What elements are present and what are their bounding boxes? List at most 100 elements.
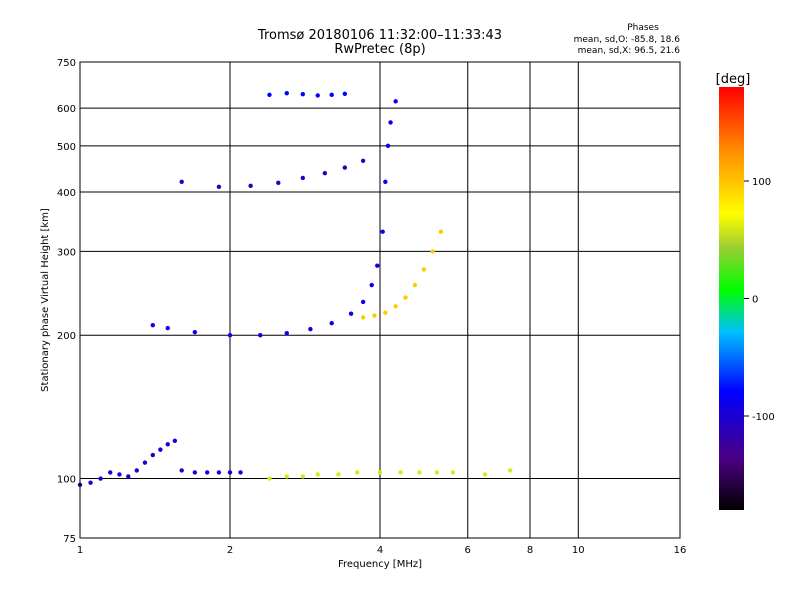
y-tick-label: 75 — [63, 534, 76, 545]
data-point — [434, 470, 439, 475]
data-point — [179, 468, 184, 473]
x-tick-label: 8 — [527, 545, 533, 556]
data-point — [267, 92, 272, 97]
y-tick-label: 300 — [57, 247, 76, 258]
colorbar — [719, 87, 744, 510]
data-point — [482, 472, 488, 477]
data-point — [192, 470, 198, 475]
data-point — [150, 322, 156, 328]
data-point — [108, 470, 113, 475]
chart-title: Tromsø 20180106 11:32:00–11:33:43 — [257, 28, 502, 43]
phases-o-stats: mean, sd,O: -85.8, 18.6 — [574, 35, 681, 45]
data-point — [372, 313, 377, 318]
data-point — [329, 320, 334, 326]
y-tick-label: 100 — [57, 475, 76, 486]
x-axis-label: Frequency [MHz] — [338, 559, 422, 570]
data-point — [204, 470, 210, 475]
data-point — [385, 143, 391, 149]
colorbar-tick-label: -100 — [752, 412, 775, 423]
colorbar-label: [deg] — [716, 72, 751, 87]
data-point — [398, 470, 403, 475]
data-point — [507, 468, 513, 473]
data-point — [329, 92, 334, 97]
data-point — [165, 442, 170, 447]
data-point — [248, 183, 253, 189]
x-tick-label: 4 — [377, 545, 383, 556]
data-point — [342, 165, 348, 170]
y-tick-label: 500 — [57, 142, 76, 153]
data-point — [216, 470, 222, 475]
data-point — [88, 480, 93, 485]
grid-lines — [80, 62, 680, 538]
data-point — [267, 476, 272, 481]
data-point — [179, 179, 184, 185]
data-point — [450, 470, 456, 475]
plot-frame — [79, 61, 681, 539]
phases-x-stats: mean, sd,X: 96.5, 21.6 — [578, 46, 681, 56]
y-tick-label: 200 — [57, 331, 76, 342]
data-point — [117, 472, 122, 477]
x-tick-label: 1 — [77, 545, 83, 556]
data-point — [403, 295, 408, 300]
data-point — [360, 299, 366, 305]
y-tick-label: 400 — [57, 188, 76, 199]
data-point — [380, 229, 385, 234]
data-point — [258, 333, 263, 338]
data-point — [227, 333, 233, 338]
data-point — [142, 460, 148, 465]
data-point — [377, 470, 383, 475]
data-point — [438, 229, 444, 234]
x-tick-label: 16 — [674, 545, 687, 556]
data-point — [336, 472, 341, 477]
data-point — [284, 474, 289, 479]
data-point — [342, 91, 348, 97]
data-point — [393, 99, 398, 104]
chart-subtitle: RwPretec (8p) — [334, 42, 425, 57]
data-points — [77, 90, 513, 488]
data-point — [227, 470, 233, 475]
x-tick-label: 10 — [572, 545, 585, 556]
data-point — [216, 184, 222, 190]
data-point — [383, 179, 388, 185]
y-axis-label: Stationary phase Virtual Height [km] — [40, 208, 51, 392]
data-point — [134, 468, 139, 473]
data-point — [421, 267, 427, 272]
data-point — [150, 452, 156, 458]
x-axis-ticks: 1 2 4 6 8 10 16 — [77, 545, 687, 556]
colorbar-tick-label: 100 — [752, 177, 771, 188]
y-axis-ticks: 75 100 200 300 400 500 600 750 — [57, 58, 76, 545]
y-tick-label: 600 — [57, 104, 76, 115]
data-point — [165, 325, 170, 331]
data-point — [192, 329, 198, 335]
x-tick-label: 2 — [227, 545, 233, 556]
colorbar-ticks: 100 0 -100 — [744, 177, 775, 423]
data-point — [369, 282, 374, 288]
data-point — [284, 90, 289, 96]
data-point — [383, 310, 388, 315]
phases-header: Phases — [627, 23, 659, 33]
data-point — [300, 91, 306, 97]
data-point — [300, 474, 306, 479]
data-point — [284, 330, 289, 336]
data-point — [315, 93, 320, 98]
data-point — [430, 249, 435, 254]
data-point — [308, 326, 313, 332]
colorbar-tick-label: 0 — [752, 295, 758, 306]
data-point — [354, 470, 360, 475]
data-point — [172, 438, 178, 444]
data-point — [315, 472, 320, 477]
x-tick-label: 6 — [465, 545, 471, 556]
data-point — [238, 470, 243, 475]
data-point — [417, 470, 422, 475]
data-point — [360, 158, 366, 164]
data-point — [388, 120, 393, 125]
data-point — [276, 180, 281, 186]
y-tick-label: 750 — [57, 58, 76, 69]
data-point — [300, 175, 306, 181]
data-point — [322, 170, 328, 176]
data-point — [158, 447, 163, 452]
data-point — [360, 315, 366, 320]
data-point — [348, 311, 354, 316]
data-point — [126, 474, 131, 479]
